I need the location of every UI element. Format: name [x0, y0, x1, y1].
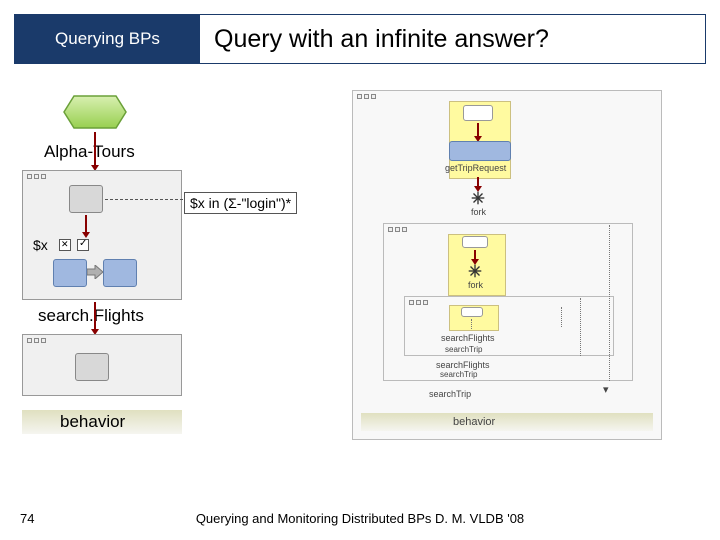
drop-icon: ▾ — [603, 383, 609, 396]
white-node — [462, 236, 488, 248]
blue-node — [53, 259, 87, 287]
arrow-icon — [474, 250, 476, 260]
gray-node — [69, 185, 103, 213]
header-topic: Querying BPs — [15, 15, 200, 63]
lower-panel — [22, 334, 182, 396]
window-controls-icon — [409, 300, 428, 305]
blue-node — [103, 259, 137, 287]
behavior-bar — [361, 413, 653, 431]
window-controls-icon — [388, 227, 407, 232]
x-mark-icon — [59, 239, 71, 251]
dotted-line — [580, 298, 581, 356]
var-x-label: $x — [33, 237, 48, 253]
main-content: Alpha-Tours $x $x in (Σ-"login")* search… — [22, 90, 698, 490]
window-controls-icon — [357, 94, 376, 99]
behavior-label-right: behavior — [453, 416, 495, 428]
window-controls-icon — [27, 338, 46, 343]
arrow-icon — [477, 123, 479, 137]
search-trip-mid: searchTrip — [440, 370, 478, 379]
white-node — [461, 307, 483, 317]
get-trip-node — [449, 141, 511, 161]
hexagon-node — [62, 94, 128, 130]
arrow-right-icon — [87, 265, 103, 279]
behavior-label: behavior — [60, 412, 125, 432]
upper-panel: $x — [22, 170, 182, 300]
dashed-connector — [105, 199, 183, 200]
window-controls-icon — [27, 174, 46, 179]
search-flights-inner: searchFlights — [441, 333, 495, 343]
inner-panel-2: searchFlights searchTrip — [404, 296, 614, 356]
search-flights-label: search.Flights — [38, 306, 144, 326]
alpha-tours-label: Alpha-Tours — [44, 142, 135, 162]
fork-star-icon — [466, 262, 484, 280]
fork-label: fork — [471, 207, 486, 217]
header-title: Query with an infinite answer? — [200, 15, 705, 63]
arrow-icon — [94, 132, 96, 166]
get-trip-label: getTripRequest — [445, 163, 506, 173]
search-trip-inner: searchTrip — [445, 345, 483, 354]
outer-panel: getTripRequest fork fork — [352, 90, 662, 440]
inner-panel-1: fork searchFlights searchTrip searchFlig… — [383, 223, 633, 381]
left-diagram: Alpha-Tours $x $x in (Σ-"login")* search… — [22, 90, 332, 490]
arrow-icon — [477, 177, 479, 187]
dotted-line — [609, 225, 610, 381]
dotted-line — [561, 307, 562, 327]
slide-header: Querying BPs Query with an infinite answ… — [14, 14, 706, 64]
gray-node — [75, 353, 109, 381]
white-node — [463, 105, 493, 121]
check-mark-icon — [77, 239, 89, 251]
arrow-icon — [85, 215, 87, 233]
dotted-line — [471, 319, 472, 329]
footer-caption: Querying and Monitoring Distributed BPs … — [0, 511, 720, 526]
search-trip-outer: searchTrip — [429, 389, 471, 399]
fork-star-icon — [469, 189, 487, 207]
annotation-box: $x in (Σ-"login")* — [184, 192, 297, 214]
search-flights-mid: searchFlights — [436, 360, 490, 370]
fork-label: fork — [468, 280, 483, 290]
right-diagram: getTripRequest fork fork — [352, 90, 698, 490]
arrow-icon — [94, 302, 96, 330]
